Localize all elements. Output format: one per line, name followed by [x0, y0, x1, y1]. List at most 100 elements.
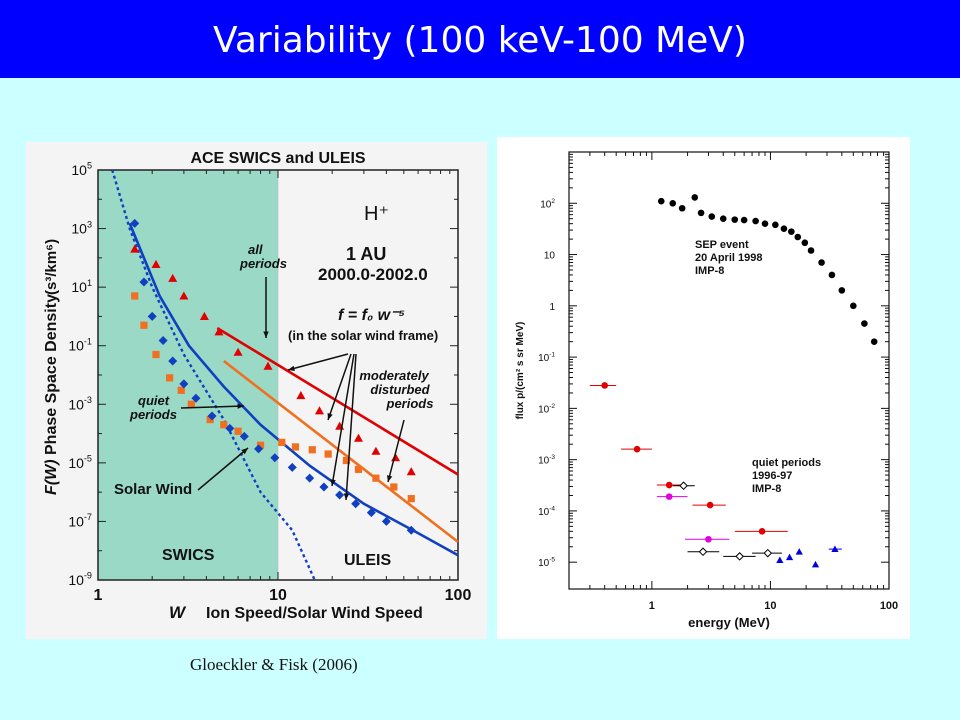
annotation-quiet-line1: quiet: [138, 393, 170, 408]
data-point: [372, 474, 380, 482]
data-point: [776, 556, 784, 563]
data-point: [752, 217, 759, 225]
fit-line: [216, 326, 459, 476]
data-point: [158, 336, 168, 346]
data-point: [314, 406, 324, 415]
y-tick-label: 102: [540, 198, 555, 211]
data-point: [731, 216, 739, 223]
data-point: [708, 213, 716, 220]
data-point: [705, 535, 712, 543]
data-point: [861, 320, 868, 327]
x-axis-label: energy (MeV): [688, 615, 770, 630]
arrow-solar-wind-head: [241, 448, 248, 455]
y-tick-label: 10: [544, 251, 556, 262]
data-point: [270, 453, 280, 463]
y-tick-label: 1: [549, 302, 555, 313]
data-point: [601, 382, 608, 389]
y-tick-label: 101: [71, 278, 92, 295]
data-point: [691, 194, 699, 201]
annotation-moderately-line2: disturbed: [370, 382, 430, 397]
quiet-label-line2: 1996-97: [752, 470, 792, 482]
annotation-all-periods-line1: all: [248, 242, 263, 257]
data-point: [785, 553, 794, 561]
arrow-quiet: [180, 405, 245, 409]
data-point: [390, 483, 398, 491]
data-point: [633, 445, 641, 453]
data-point: [406, 467, 416, 476]
arrow-formula-4-head: [343, 493, 350, 500]
data-point: [669, 199, 677, 207]
y-tick-label: 103: [71, 219, 92, 236]
data-point: [697, 209, 705, 217]
data-point: [788, 228, 795, 235]
citation: Gloeckler & Fisk (2006): [190, 655, 358, 674]
data-point: [324, 450, 332, 458]
species-label: H⁺: [364, 203, 389, 225]
data-point: [254, 444, 264, 454]
data-point: [152, 350, 160, 359]
data-point: [811, 560, 820, 568]
data-point: [319, 482, 329, 492]
title-bar: [0, 0, 960, 78]
y-tick-label: 10-5: [68, 454, 92, 471]
chart-title: ACE SWICS and ULEIS: [190, 150, 365, 167]
data-point: [831, 545, 839, 552]
data-point: [870, 338, 878, 345]
y-axis-symbol: F(W): [43, 459, 60, 495]
data-point: [308, 446, 316, 454]
y-axis-label: flux p/(cm² s sr MeV): [515, 322, 526, 420]
data-point: [239, 431, 249, 441]
data-point: [233, 347, 243, 356]
x-tick-label: 1: [649, 600, 655, 612]
data-point: [291, 443, 300, 451]
y-tick-label: 10-3: [538, 454, 555, 467]
arrow-moderately-head: [386, 475, 393, 482]
slide-title: Variability (100 keV-100 MeV): [213, 20, 747, 61]
data-point: [191, 393, 201, 403]
annotation-all-periods-line2: periods: [239, 256, 287, 271]
annotation-moderately-line3: periods: [386, 396, 434, 411]
y-axis-units: (s³/km⁶): [43, 239, 60, 295]
data-point: [263, 361, 273, 370]
data-point: [763, 548, 773, 558]
data-point: [371, 446, 381, 455]
data-point: [207, 411, 217, 421]
x-tick-label: 10: [269, 587, 287, 604]
data-point: [179, 379, 189, 389]
data-point: [761, 220, 769, 227]
data-point: [214, 327, 224, 336]
sep-label-line3: IMP-8: [695, 265, 724, 277]
data-point: [166, 374, 174, 382]
data-point: [179, 291, 189, 300]
y-tick-label: 10-9: [68, 571, 92, 588]
y-tick-label: 10-3: [68, 395, 92, 412]
uleis-label: ULEIS: [344, 552, 391, 569]
data-point: [780, 225, 788, 232]
y-axis-label: Phase Space Density: [43, 294, 60, 455]
arrow-quiet-head: [237, 403, 244, 409]
formula-label: f = f₀ w⁻⁵: [338, 307, 405, 324]
data-point: [256, 441, 265, 449]
data-point: [665, 493, 673, 500]
data-point: [406, 525, 416, 535]
data-point: [168, 356, 178, 366]
x-axis-symbol: W: [169, 603, 187, 622]
data-point: [220, 421, 228, 429]
arrow-formula-1-head: [288, 365, 295, 371]
x-tick-label: 10: [764, 600, 776, 612]
fit-line: [223, 359, 459, 543]
data-point: [199, 311, 209, 321]
data-point: [140, 321, 148, 329]
data-point: [177, 386, 185, 394]
x-axis-label: Ion Speed/Solar Wind Speed: [206, 605, 423, 622]
period-label: 2000.0-2002.0: [318, 265, 428, 284]
data-point: [354, 465, 363, 473]
x-tick-label: 100: [445, 587, 472, 604]
data-point: [342, 456, 351, 465]
y-axis-label-group: F(W) Phase Space Density(s³/km⁶): [43, 239, 60, 495]
left-chart-panel: 1 10 100 105 103 101 10-1 10-3 10-5 10-7 10-9 ACE …: [26, 142, 487, 644]
quiet-label-line1: quiet periods: [752, 457, 821, 469]
data-point: [147, 311, 157, 321]
data-point: [818, 259, 825, 266]
arrow-formula-2-head: [327, 413, 333, 420]
